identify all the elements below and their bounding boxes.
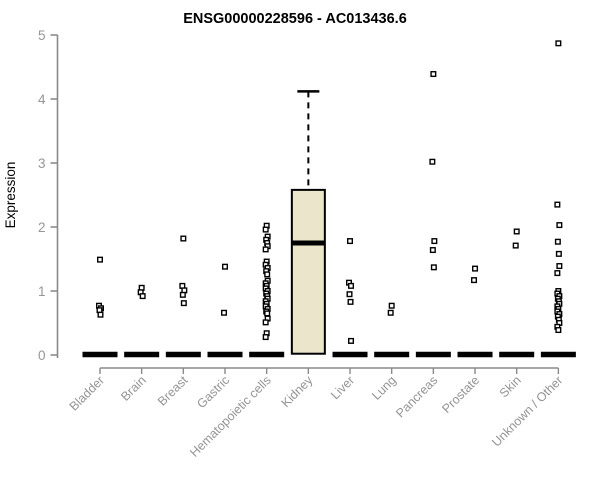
data-point [347, 298, 354, 305]
category-group [165, 235, 201, 358]
data-point [555, 250, 562, 257]
data-point [430, 71, 437, 78]
data-point [139, 293, 146, 300]
x-category-label: Bladder [67, 373, 107, 413]
data-point [556, 263, 563, 270]
data-point [180, 300, 187, 307]
zero-bar [82, 351, 118, 358]
zero-bar [540, 351, 576, 358]
y-tick-label: 4 [38, 92, 46, 107]
data-point [347, 238, 354, 245]
zero-bar [499, 351, 535, 358]
data-point [513, 228, 520, 235]
category-group [82, 256, 118, 358]
y-axis-title: Expression [3, 162, 18, 229]
zero-bar [457, 351, 493, 358]
data-point [221, 309, 228, 316]
data-point [431, 238, 438, 245]
x-category-label: Gastric [194, 373, 232, 411]
zero-bar [415, 351, 451, 358]
category-group [249, 222, 285, 358]
category-group [540, 40, 576, 358]
data-point [429, 158, 436, 165]
zero-bar [374, 351, 410, 358]
data-point [554, 238, 561, 245]
x-category-label: Kidney [279, 373, 316, 410]
data-point [388, 302, 395, 309]
data-point [97, 311, 104, 318]
median-line [291, 240, 325, 246]
category-group [124, 284, 160, 358]
x-category-label: Prostate [439, 373, 482, 416]
data-point [179, 291, 186, 298]
category-group [415, 71, 451, 358]
data-point [96, 256, 103, 263]
data-point [346, 291, 353, 298]
data-point [555, 327, 562, 334]
data-point [264, 271, 271, 278]
data-point [348, 337, 355, 344]
data-point [471, 277, 478, 284]
x-category-label: Pancreas [393, 373, 440, 420]
category-group [499, 228, 535, 358]
category-group [290, 90, 326, 355]
data-point [262, 319, 269, 326]
zero-bar [249, 351, 285, 358]
y-tick-label: 1 [38, 284, 46, 299]
zero-bar [165, 351, 201, 358]
data-point [554, 270, 561, 277]
y-tick-label: 5 [38, 28, 46, 43]
data-point [262, 334, 269, 341]
data-point [556, 222, 563, 229]
data-point [180, 235, 187, 242]
box [290, 188, 326, 355]
zero-bar [332, 351, 368, 358]
x-category-label: Unknown / Other [489, 373, 565, 449]
chart-title: ENSG00000228596 - AC013436.6 [183, 11, 407, 27]
x-category-label: Breast [155, 373, 191, 409]
y-tick-label: 3 [38, 156, 46, 171]
data-point [429, 247, 436, 254]
x-category-label: Skin [497, 373, 524, 400]
x-category-label: Hematopoietic cells [187, 373, 274, 460]
zero-bar [207, 351, 243, 358]
data-point [348, 282, 355, 289]
data-point [262, 226, 269, 233]
data-point [264, 310, 271, 317]
data-point [222, 263, 229, 270]
x-category-label: Lung [369, 373, 399, 403]
data-point [472, 265, 479, 272]
x-category-label: Brain [118, 373, 149, 404]
category-group [332, 238, 368, 358]
x-category-label: Liver [328, 373, 357, 402]
data-point [387, 309, 394, 316]
category-group [374, 302, 410, 358]
y-tick-label: 2 [38, 220, 46, 235]
category-group [207, 263, 243, 358]
data-point [555, 40, 562, 47]
category-group [457, 265, 493, 358]
data-point [262, 246, 269, 253]
zero-bar [124, 351, 160, 358]
y-tick-label: 0 [38, 348, 46, 363]
data-point [430, 264, 437, 271]
plot-area [82, 40, 576, 358]
data-point [554, 201, 561, 208]
data-point [512, 242, 519, 249]
